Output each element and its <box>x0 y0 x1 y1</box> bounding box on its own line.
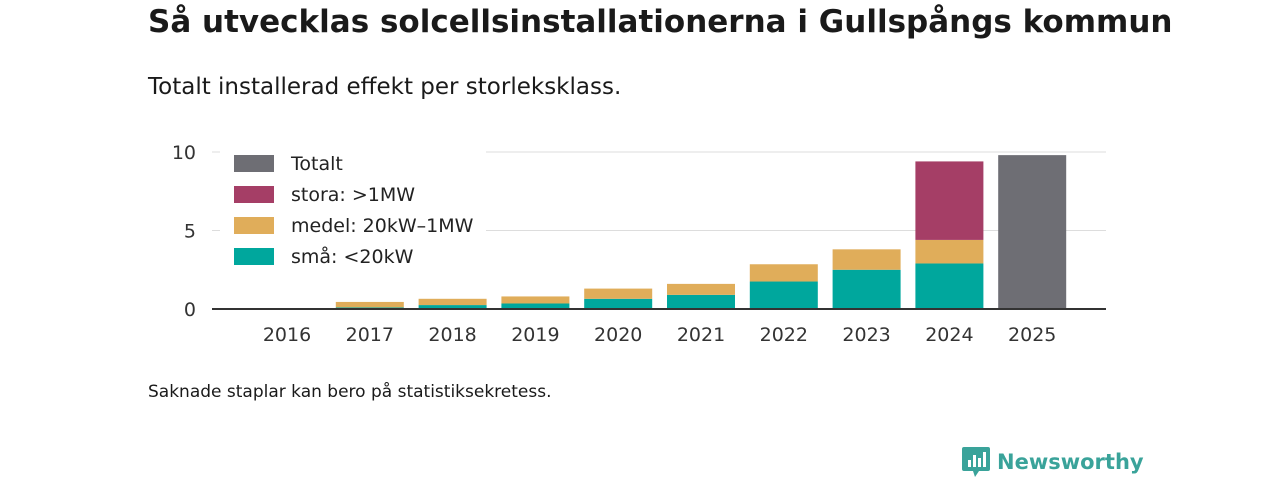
x-tick-label-2017: 2017 <box>346 324 394 346</box>
x-tick-label-2025: 2025 <box>1008 324 1056 346</box>
bar-small-2018 <box>418 305 487 309</box>
bar-small-2022 <box>749 281 818 309</box>
x-tick-label-2022: 2022 <box>760 324 808 346</box>
bar-medium-2024 <box>915 239 984 264</box>
bar-small-2021 <box>667 294 735 309</box>
bar-medium-2020 <box>584 288 653 299</box>
legend-label-small: små: <20kW <box>291 245 414 268</box>
bar-small-2020 <box>584 298 653 309</box>
x-tick-label-2021: 2021 <box>677 324 725 346</box>
newsworthy-logo-text: Newsworthy <box>997 450 1144 474</box>
bar-medium-2023 <box>832 249 901 270</box>
x-tick-label-2020: 2020 <box>594 324 642 346</box>
y-tick-label-0: 0 <box>184 299 196 321</box>
x-tick-label-2023: 2023 <box>842 324 890 346</box>
x-tick-label-2018: 2018 <box>428 324 476 346</box>
footnote: Saknade staplar kan bero på statistiksek… <box>148 382 552 402</box>
legend-label-large: stora: >1MW <box>291 184 415 206</box>
bar-small-2019 <box>501 303 570 309</box>
legend-label-medium: medel: 20kW–1MW <box>291 215 474 237</box>
x-tick-label-2016: 2016 <box>263 324 311 346</box>
x-tick-label-2019: 2019 <box>511 324 559 346</box>
bar-medium-2017 <box>335 301 404 308</box>
y-tick-label-5: 5 <box>184 220 196 242</box>
legend-swatch-medium <box>234 217 274 234</box>
bar-total-2025 <box>998 155 1067 309</box>
legend-swatch-total <box>234 155 274 172</box>
legend-swatch-small <box>234 248 274 265</box>
chart-title: Så utvecklas solcellsinstallationerna i … <box>148 4 1173 40</box>
bar-small-2023 <box>832 269 901 309</box>
bar-small-2024 <box>915 263 984 309</box>
bar-medium-2019 <box>501 296 570 304</box>
newsworthy-logo-icon <box>962 447 990 477</box>
newsworthy-logo[interactable]: Newsworthy <box>961 446 1144 478</box>
legend-label-total: Totalt <box>290 153 343 175</box>
x-tick-label-2024: 2024 <box>925 324 973 346</box>
y-tick-label-10: 10 <box>172 142 196 164</box>
chart-subtitle: Totalt installerad effekt per storlekskl… <box>148 74 622 100</box>
bar-medium-2018 <box>418 298 487 306</box>
legend-swatch-large <box>234 186 274 203</box>
bar-large-2024 <box>915 161 984 240</box>
bar-medium-2022 <box>749 264 818 282</box>
bar-medium-2021 <box>667 283 735 295</box>
